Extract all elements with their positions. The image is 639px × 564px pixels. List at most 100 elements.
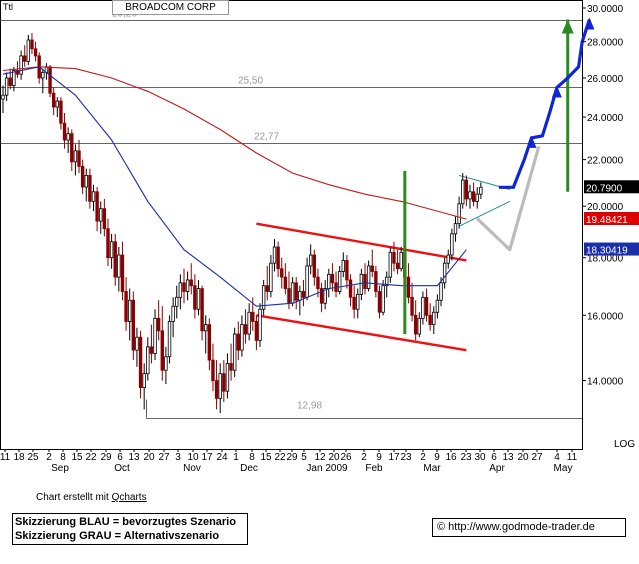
candle-body: [363, 273, 367, 289]
candle-body: [106, 228, 110, 259]
x-day-label: 11: [0, 452, 11, 463]
x-day-label: 30: [474, 452, 486, 463]
candle-body: [247, 311, 251, 335]
candle-body: [406, 276, 411, 298]
candle-body: [413, 314, 418, 335]
candle-body: [131, 299, 136, 351]
candle-body: [218, 373, 222, 399]
candle-body: [395, 262, 400, 270]
x-day-label: 18: [13, 452, 25, 463]
candle-body: [341, 260, 345, 272]
plot-frame: [0, 0, 583, 450]
x-day-label: 12: [314, 452, 326, 463]
axis-layer: 30.0000 28.0000 26.0000 24.0000 22.0000 20.00…: [0, 4, 639, 474]
candle-body: [392, 251, 396, 264]
candle-body: [1, 94, 5, 100]
candle-body: [410, 296, 414, 316]
x-day-label: 29: [100, 452, 112, 463]
x-day-label: 17: [201, 452, 213, 463]
blue-scenario-arrowhead: [526, 135, 537, 148]
x-day-label: 6: [117, 452, 123, 463]
candle-body: [424, 296, 429, 316]
candle-body: [240, 324, 244, 351]
x-month-label: Apr: [489, 463, 505, 474]
y-tick-label: 24.0000: [587, 113, 624, 124]
candle-body: [359, 273, 364, 295]
channel-line: [256, 222, 467, 262]
candle-body: [51, 92, 56, 108]
candle-body: [272, 246, 277, 264]
candle-body: [182, 282, 186, 292]
x-day-label: 2: [46, 452, 52, 463]
candle-body: [290, 282, 295, 304]
moving-average-long-line: [2, 66, 467, 220]
candle-layer: [1, 33, 483, 414]
candle-body: [417, 317, 421, 335]
website-link[interactable]: © http://www.godmode-trader.de: [432, 518, 626, 537]
x-month-label: Mar: [423, 463, 441, 474]
candle-body: [204, 324, 208, 332]
candle-body: [337, 271, 342, 292]
candle-body: [345, 260, 349, 281]
candle-body: [160, 330, 164, 371]
candle-body: [156, 317, 161, 332]
candle-body: [41, 71, 45, 79]
candle-body: [26, 39, 31, 62]
y-tick-label: 26.0000: [587, 74, 624, 85]
candle-body: [62, 122, 67, 141]
y-tick-label: 14.0000: [587, 377, 624, 388]
candle-body: [99, 208, 103, 222]
candle-body: [323, 288, 327, 304]
blue-scenario-arrowhead: [584, 17, 595, 30]
price-tag-label: 18.30419: [586, 246, 628, 257]
candle-body: [171, 305, 175, 322]
candle-body: [352, 296, 356, 310]
candle-body: [138, 336, 143, 389]
blue-scenario-arrowhead: [551, 85, 562, 98]
triangle-line: [458, 200, 511, 227]
candle-body: [55, 100, 59, 108]
candle-body: [475, 193, 479, 202]
candle-body: [200, 288, 204, 332]
annotation-layer: [256, 174, 511, 352]
grey-scenario-path: [476, 146, 541, 252]
candle-body: [15, 70, 20, 75]
candle-body: [258, 308, 262, 341]
candle-body: [450, 233, 454, 256]
x-day-label: 20: [328, 452, 340, 463]
x-day-label: 25: [27, 452, 39, 463]
candle-body: [124, 291, 128, 322]
x-day-label: 22: [274, 452, 286, 463]
x-day-label: 9: [434, 452, 440, 463]
candle-body: [399, 251, 403, 270]
candle-body: [428, 314, 432, 325]
candle-body: [211, 359, 215, 381]
price-tag-label: 20.7900: [586, 183, 623, 194]
candle-body: [381, 285, 385, 313]
candle-body: [276, 246, 280, 270]
x-day-label: 2: [420, 452, 426, 463]
channel-line: [256, 314, 467, 352]
candle-body: [164, 356, 168, 371]
x-day-label: 13: [128, 452, 140, 463]
candle-body: [4, 77, 9, 96]
candle-body: [102, 208, 107, 230]
x-day-label: 26: [340, 452, 352, 463]
candle-body: [229, 363, 233, 371]
candle-body: [453, 223, 458, 235]
candle-body: [146, 346, 150, 375]
x-day-label: 17: [388, 452, 400, 463]
x-month-label: Feb: [365, 463, 383, 474]
x-day-label: 27: [531, 452, 543, 463]
scenario-layer: [403, 17, 595, 335]
y-tick-label: 30.0000: [587, 4, 624, 15]
x-day-label: 29: [286, 452, 298, 463]
candle-body: [385, 276, 389, 287]
credit-link[interactable]: Qcharts: [111, 492, 147, 503]
y-tick-label: 20.0000: [587, 202, 624, 213]
candle-body: [193, 285, 197, 310]
candle-body: [287, 288, 291, 304]
candle-body: [70, 133, 74, 163]
